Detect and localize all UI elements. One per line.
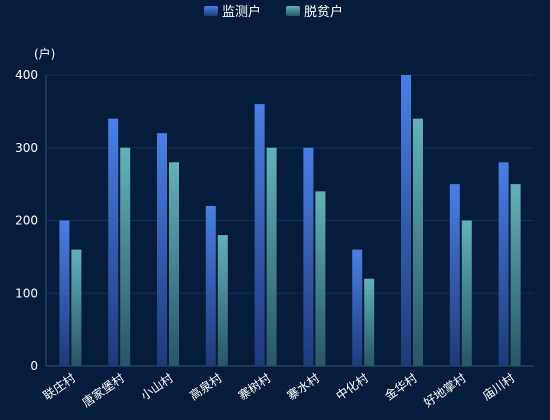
x-tick-label: 好地掌村: [421, 371, 468, 410]
bar-monitored-8: [449, 184, 460, 366]
y-axis-label: (户): [34, 46, 55, 61]
bar-lifted-3: [217, 235, 228, 366]
bar-lifted-8: [461, 220, 472, 366]
x-tick-label: 庙川村: [480, 371, 518, 403]
bar-monitored-7: [401, 75, 411, 366]
y-tick-label: 300: [15, 141, 38, 155]
legend-swatch-0: [204, 6, 218, 16]
legend: 监测户 脱贫户: [204, 4, 343, 20]
bar-monitored-1: [108, 118, 119, 367]
bar-lifted-4: [266, 147, 277, 366]
bar-monitored-9: [498, 162, 509, 366]
bar-monitored-2: [157, 133, 167, 366]
x-tick-label: 唐家堡村: [79, 370, 127, 410]
bar-lifted-9: [510, 184, 521, 366]
bar-lifted-7: [413, 118, 423, 367]
bar-monitored-5: [303, 147, 314, 366]
x-tick-label: 寨树村: [235, 370, 273, 403]
bars: [59, 75, 521, 367]
grid: [46, 74, 534, 294]
legend-swatch-1: [286, 6, 300, 16]
tick-labels: 0 100 200 300 400 联庄村 唐家堡村 小山村 高泉村 寨树村 寨水村 中化村 金华村 好地…: [15, 68, 517, 410]
bar-monitored-4: [254, 104, 265, 366]
bar-lifted-6: [364, 278, 375, 366]
x-tick-label: 寨水村: [284, 370, 322, 403]
y-tick-label: 0: [30, 359, 38, 373]
y-tick-label: 400: [15, 68, 38, 82]
x-tick-label: 小山村: [138, 371, 176, 403]
bar-lifted-0: [71, 249, 82, 366]
bar-lifted-1: [120, 147, 131, 366]
y-tick-label: 200: [15, 214, 38, 228]
bar-monitored-3: [205, 205, 216, 366]
x-tick-label: 中化村: [333, 370, 371, 403]
x-tick-label: 联庄村: [40, 370, 78, 403]
x-tick-label: 金华村: [382, 370, 420, 403]
x-tick-label: 高泉村: [186, 370, 224, 403]
bar-monitored-0: [59, 220, 70, 366]
legend-label-1: 脱贫户: [304, 4, 343, 20]
bar-lifted-5: [315, 191, 326, 366]
bar-lifted-2: [169, 162, 179, 366]
legend-label-0: 监测户: [222, 4, 261, 20]
bar-monitored-6: [352, 249, 363, 366]
y-tick-label: 100: [15, 286, 38, 300]
